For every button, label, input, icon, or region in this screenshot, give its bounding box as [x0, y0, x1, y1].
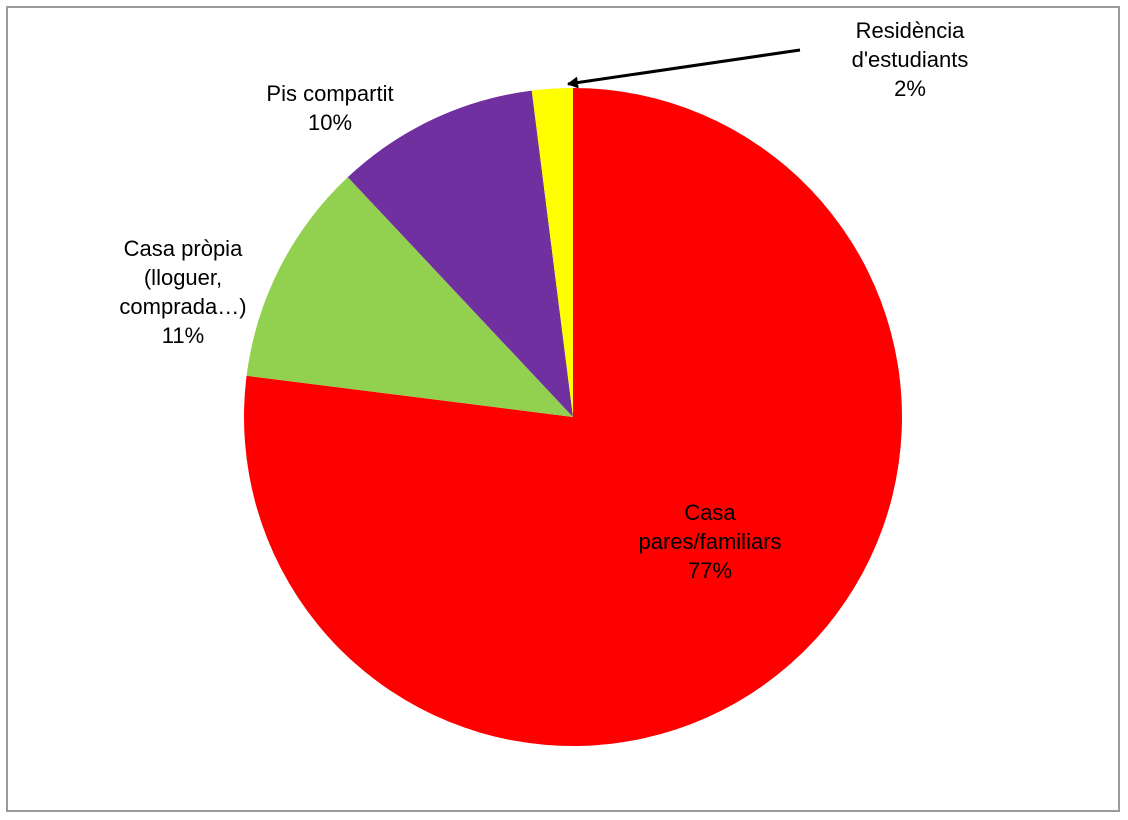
pie-slice-3 [347, 90, 573, 417]
slice-label-4: Residència d'estudiants 2% [852, 18, 969, 101]
slice-label-3: Pis compartit 10% [266, 81, 393, 135]
pie-slice-2 [246, 177, 573, 417]
pie-slices [243, 88, 902, 746]
pie-slice-4 [531, 88, 573, 417]
slice-label-2: Casa pròpia (lloguer, comprada…) 11% [119, 236, 246, 348]
residencia-leader-arrow [567, 48, 801, 89]
slice-labels: Casa pares/familiars 77% Casa pròpia (llogue… [119, 18, 968, 583]
slice-label-1: Casa pares/familiars 77% [638, 500, 781, 583]
pie-slice-1 [243, 88, 902, 746]
